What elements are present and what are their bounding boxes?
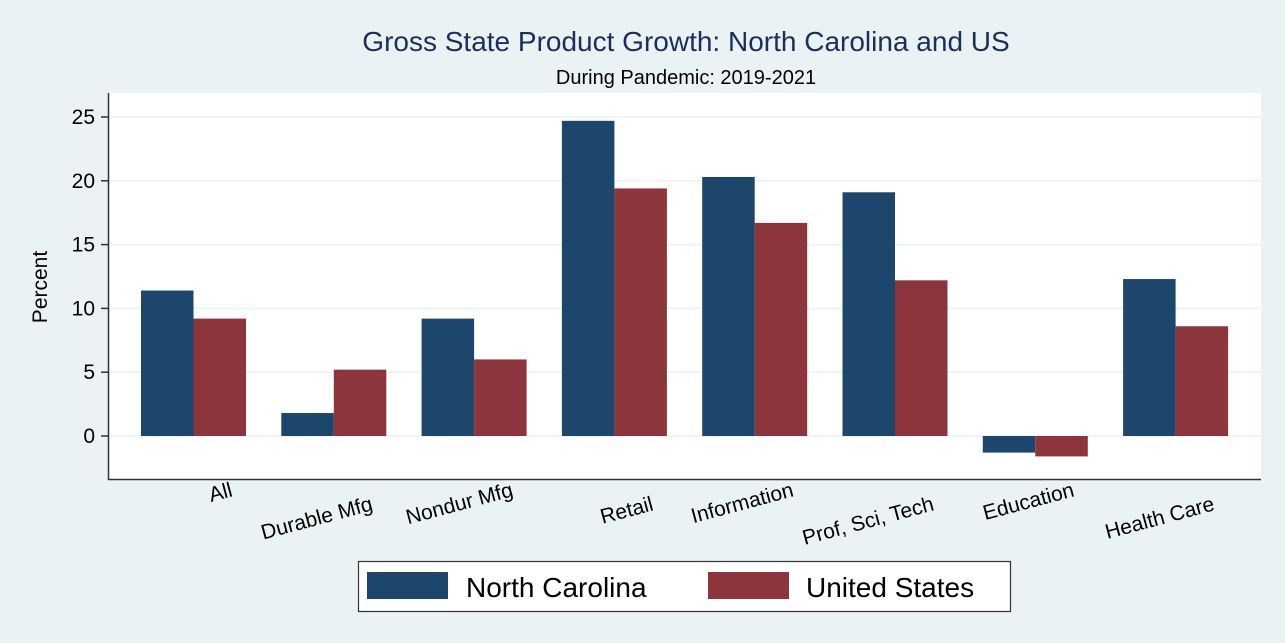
bar-united-states-all [193, 318, 246, 436]
y-axis-title: Percent [29, 251, 52, 324]
chart-subtitle: During Pandemic: 2019-2021 [556, 67, 816, 89]
x-tick-label-education: Education [980, 479, 1076, 525]
legend-label-united-states: United States [806, 572, 974, 603]
x-tick-label-prof-sci-tech: Prof, Sci, Tech [800, 493, 936, 550]
legend-swatch-united-states [708, 572, 789, 599]
bar-united-states-durable-mfg [333, 369, 387, 436]
bars [141, 120, 1229, 457]
legend-label-north-carolina: North Carolina [466, 572, 647, 603]
bar-north-carolina-education [982, 436, 1036, 453]
y-tick-label-15: 15 [72, 234, 95, 257]
y-tick-label-0: 0 [83, 425, 95, 448]
x-tick-label-information: Information [689, 479, 796, 528]
x-tick-labels: All Durable Mfg Nondur Mfg Retail Informatio… [206, 479, 1217, 550]
legend-swatch-north-carolina [367, 572, 448, 599]
y-tick-label-20: 20 [72, 170, 95, 193]
bar-north-carolina-retail [561, 120, 615, 436]
bar-north-carolina-durable-mfg [281, 413, 334, 436]
x-tick-label-health-care: Health Care [1103, 493, 1217, 544]
bar-united-states-nondur-mfg [474, 359, 527, 436]
y-tick-label-25: 25 [72, 106, 95, 129]
chart-title: Gross State Product Growth: North Caroli… [362, 26, 1009, 57]
bar-north-carolina-information [702, 176, 755, 437]
y-tick-label-5: 5 [83, 361, 95, 384]
x-tick-label-all: All [206, 479, 235, 507]
bar-united-states-information [754, 222, 808, 436]
y-tick-label-10: 10 [72, 297, 95, 320]
bar-north-carolina-prof-sci-tech [842, 192, 895, 436]
legend-box [357, 560, 1012, 613]
x-tick-label-nondur-mfg: Nondur Mfg [403, 479, 515, 530]
legend: North Carolina United States [357, 560, 1012, 613]
x-tick-label-retail: Retail [598, 493, 656, 529]
bar-north-carolina-nondur-mfg [421, 318, 475, 436]
bar-north-carolina-all [141, 290, 194, 436]
x-tick-label-durable-mfg: Durable Mfg [259, 493, 375, 545]
bar-united-states-education [1035, 436, 1088, 457]
bar-united-states-health-care [1175, 326, 1229, 436]
y-ticks: 0 5 10 15 20 25 [72, 106, 109, 448]
bar-united-states-prof-sci-tech [895, 280, 948, 436]
bar-north-carolina-health-care [1123, 279, 1176, 436]
bar-united-states-retail [614, 188, 667, 436]
